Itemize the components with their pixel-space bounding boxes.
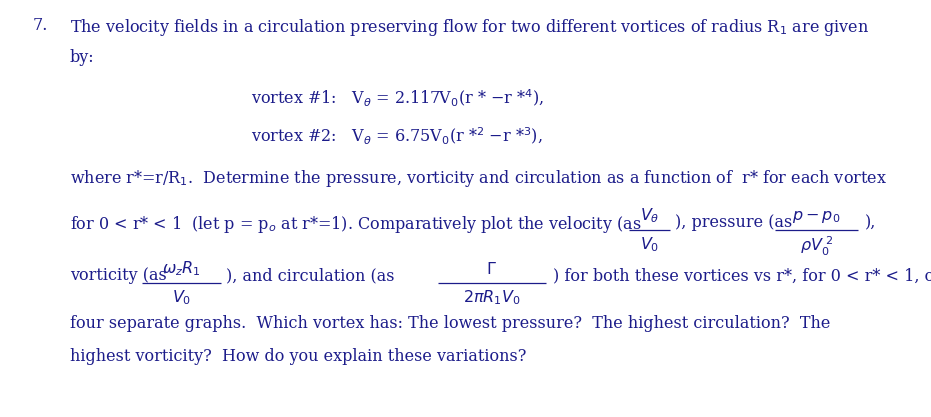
Text: The velocity fields in a circulation preserving flow for two different vortices : The velocity fields in a circulation pre… <box>70 17 870 38</box>
Text: $V_0$: $V_0$ <box>641 235 659 254</box>
Text: $\rho V_0^{\ 2}$: $\rho V_0^{\ 2}$ <box>800 235 833 258</box>
Text: $\omega_z R_1$: $\omega_z R_1$ <box>162 259 201 278</box>
Text: ),: ), <box>865 214 876 231</box>
Text: $V_\theta$: $V_\theta$ <box>641 206 659 225</box>
Text: where r*=r/R$_1$.  Determine the pressure, vorticity and circulation as a functi: where r*=r/R$_1$. Determine the pressure… <box>70 168 887 189</box>
Text: 7.: 7. <box>33 17 48 34</box>
Text: highest vorticity?  How do you explain these variations?: highest vorticity? How do you explain th… <box>70 348 526 365</box>
Text: four separate graphs.  Which vortex has: The lowest pressure?  The highest circu: four separate graphs. Which vortex has: … <box>70 315 830 332</box>
Text: $V_0$: $V_0$ <box>172 288 191 307</box>
Text: for 0 < r* < 1  (let p = p$_o$ at r*=1). Comparatively plot the velocity (as: for 0 < r* < 1 (let p = p$_o$ at r*=1). … <box>70 214 642 235</box>
Text: by:: by: <box>70 49 94 66</box>
Text: vorticity (as: vorticity (as <box>70 267 171 284</box>
Text: vortex #2:   V$_\theta$ = 6.75V$_0$(r *$^2$ $-$r *$^3$),: vortex #2: V$_\theta$ = 6.75V$_0$(r *$^2… <box>251 126 543 147</box>
Text: vortex #1:   V$_\theta$ = 2.117V$_0$(r * $-$r *$^4$),: vortex #1: V$_\theta$ = 2.117V$_0$(r * $… <box>251 88 545 108</box>
Text: ), pressure (as: ), pressure (as <box>675 214 792 231</box>
Text: $\Gamma$: $\Gamma$ <box>486 261 497 278</box>
Text: ), and circulation (as: ), and circulation (as <box>226 267 399 284</box>
Text: $2\pi R_1 V_0$: $2\pi R_1 V_0$ <box>463 288 520 307</box>
Text: $p-p_0$: $p-p_0$ <box>792 208 841 225</box>
Text: ) for both these vortices vs r*, for 0 < r* < 1, on: ) for both these vortices vs r*, for 0 <… <box>553 267 931 284</box>
